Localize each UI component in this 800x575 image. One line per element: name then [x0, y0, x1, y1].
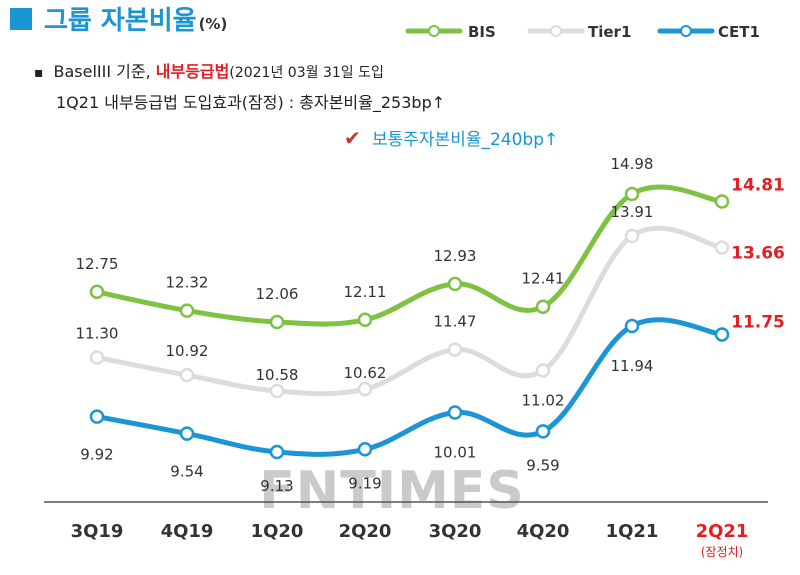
- data-label-bis-2Q20: 12.11: [344, 283, 387, 301]
- point-tier1-3Q20: [447, 342, 463, 357]
- point-cet1-1Q20: [269, 444, 285, 460]
- series-cet1: [89, 317, 730, 460]
- x-tick-label-3Q20: 3Q20: [429, 521, 482, 542]
- legend-label-tier1: Tier1: [588, 23, 631, 41]
- series-bis: [89, 184, 730, 330]
- x-tick-label-3Q19: 3Q19: [71, 521, 124, 542]
- data-label-tier1-4Q19: 10.92: [166, 342, 209, 360]
- point-cet1-4Q20: [535, 424, 551, 439]
- x-tick-label-4Q20: 4Q20: [517, 521, 570, 542]
- legend-item-bis: BIS: [405, 23, 496, 41]
- watermark: FNTIMES: [259, 461, 525, 521]
- chart-title-unit: (%): [199, 15, 228, 33]
- note-line-1: ▪ BaselIII 기준, 내부등급법(2021년 03월 31일 도입: [34, 62, 384, 81]
- x-tick-label-4Q19: 4Q19: [161, 521, 214, 542]
- point-bis-2Q21: [714, 194, 730, 209]
- point-cet1-3Q19: [89, 409, 105, 424]
- legend-marker-cet1: [680, 25, 692, 37]
- chart-title: 그룹 자본비율 (%): [44, 6, 227, 36]
- data-label-bis-1Q20: 12.06: [256, 285, 299, 303]
- title-square-icon: [10, 8, 32, 30]
- point-bis-1Q20: [269, 314, 285, 330]
- data-label-tier1-2Q20: 10.62: [344, 364, 387, 382]
- point-bis-1Q21: [624, 186, 640, 202]
- series-layer: [89, 184, 730, 460]
- data-label-tier1-3Q20: 11.47: [434, 313, 477, 331]
- point-cet1-3Q20: [447, 405, 463, 420]
- series-line-cet1: [94, 317, 725, 457]
- check-icon: ✔: [344, 126, 361, 150]
- data-label-tier1-1Q21: 13.91: [611, 203, 654, 221]
- point-tier1-1Q21: [624, 228, 640, 244]
- point-tier1-4Q20: [535, 363, 551, 378]
- point-tier1-2Q20: [357, 381, 373, 397]
- data-label-cet1-2Q21: 11.75: [731, 313, 785, 333]
- legend-label-cet1: CET1: [718, 23, 760, 41]
- point-bis-3Q19: [89, 284, 105, 300]
- legend-marker-tier1: [550, 25, 562, 37]
- data-label-bis-3Q19: 12.75: [76, 255, 119, 273]
- point-cet1-2Q20: [357, 442, 373, 457]
- note-line-3: 보통주자본비율_240bp↑: [372, 130, 558, 150]
- series-line-tier1: [94, 225, 725, 397]
- x-tick-label-1Q21: 1Q21: [606, 521, 659, 542]
- data-label-cet1-1Q20: 9.13: [260, 477, 293, 495]
- point-bis-3Q20: [447, 276, 463, 292]
- point-cet1-2Q21: [714, 327, 730, 342]
- note-bullet: ▪: [34, 65, 44, 81]
- point-cet1-4Q19: [179, 426, 195, 441]
- legend: BIS Tier1 CET1: [405, 23, 760, 41]
- point-tier1-3Q19: [89, 350, 105, 365]
- data-labels-layer: 11.30 10.92 10.58 10.62 11.47 11.02 13.91 13.66…: [76, 155, 785, 495]
- data-label-bis-3Q20: 12.93: [434, 247, 477, 265]
- note-highlight: 내부등급법: [156, 62, 230, 81]
- x-axis-labels: 3Q19 4Q19 1Q20 2Q20 3Q20 4Q20 1Q21 2Q21 (잠정치): [71, 521, 749, 559]
- series-line-bis: [94, 184, 725, 327]
- point-bis-4Q19: [179, 303, 195, 318]
- x-tick-label-2Q20: 2Q20: [339, 521, 392, 542]
- series-tier1: [89, 225, 730, 399]
- legend-marker-bis: [428, 25, 440, 37]
- data-label-cet1-1Q21: 11.94: [611, 357, 654, 375]
- point-cet1-1Q21: [624, 318, 640, 334]
- data-label-cet1-3Q19: 9.92: [80, 446, 113, 464]
- data-label-bis-1Q21: 14.98: [611, 155, 654, 173]
- data-label-cet1-4Q19: 9.54: [170, 463, 203, 481]
- point-bis-2Q20: [357, 312, 373, 328]
- data-label-cet1-3Q20: 10.01: [434, 444, 477, 462]
- x-tick-label-2Q21: 2Q21: [696, 521, 749, 542]
- data-label-bis-4Q20: 12.41: [522, 270, 565, 288]
- x-tick-label-1Q20: 1Q20: [251, 521, 304, 542]
- data-label-tier1-3Q19: 11.30: [76, 325, 119, 343]
- legend-item-cet1: CET1: [657, 23, 760, 41]
- legend-item-tier1: Tier1: [527, 23, 631, 41]
- point-tier1-4Q19: [179, 367, 195, 383]
- data-label-tier1-1Q20: 10.58: [256, 366, 299, 384]
- data-label-bis-2Q21: 14.81: [731, 176, 785, 196]
- data-label-tier1-4Q20: 11.02: [522, 392, 565, 410]
- data-label-cet1-2Q20: 9.19: [348, 474, 381, 492]
- data-label-cet1-4Q20: 9.59: [526, 456, 559, 474]
- point-bis-4Q20: [535, 299, 551, 314]
- x-tick-sublabel-2Q21: (잠정치): [701, 545, 743, 559]
- point-tier1-2Q21: [714, 240, 730, 255]
- data-label-tier1-2Q21: 13.66: [731, 244, 785, 264]
- point-tier1-1Q20: [269, 383, 285, 399]
- legend-label-bis: BIS: [468, 23, 496, 41]
- note-line-2: 1Q21 내부등급법 도입효과(잠정) : 총자본비율_253bp↑: [56, 93, 445, 113]
- data-label-bis-4Q19: 12.32: [166, 274, 209, 292]
